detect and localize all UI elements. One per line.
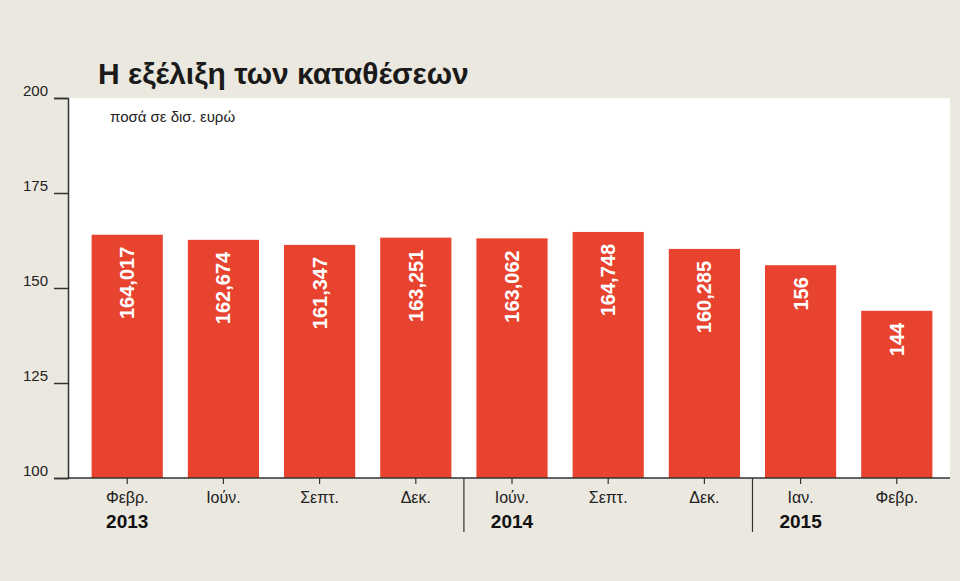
plot-area	[68, 98, 950, 478]
y-tick: 125	[23, 367, 68, 384]
y-tick-label: 150	[23, 272, 48, 289]
y-tick-label: 125	[23, 367, 48, 384]
group-separator	[752, 478, 753, 532]
group-separator	[463, 478, 464, 532]
chart: 164,017 162,674 161,347 163,251 163,062 164,7…	[0, 0, 960, 581]
title: Η εξέλιξη των καταθέσεων	[98, 57, 469, 90]
y-tick: 175	[23, 177, 68, 194]
bar	[573, 232, 644, 478]
x-tick: Ιούν.	[206, 478, 241, 506]
y-tick-label: 175	[23, 177, 48, 194]
x-tick-mark	[127, 478, 128, 484]
data-labels: 164,017 162,674 161,347 163,251 163,062 164,7…	[116, 244, 908, 356]
x-tick-mark	[511, 478, 512, 484]
x-tick-label: Ιούν.	[206, 489, 241, 506]
y-axis: 100 125 150 175 200	[23, 82, 69, 479]
data-label: 162,674	[212, 251, 234, 324]
data-label: 163,062	[501, 250, 523, 322]
group-label: 2015	[779, 511, 822, 532]
x-tick-label: Φεβρ.	[106, 489, 149, 506]
x-tick: Ιαν.	[788, 478, 814, 506]
x-tick: Ιούν.	[495, 478, 530, 506]
x-tick: Δεκ.	[401, 478, 431, 506]
bar	[380, 238, 451, 478]
group-label: 2013	[106, 511, 148, 532]
y-tick-mark	[54, 383, 68, 385]
x-tick-mark	[896, 478, 897, 484]
bar	[92, 235, 163, 478]
x-tick-mark	[608, 478, 609, 484]
y-tick: 200	[23, 82, 68, 99]
x-axis-line	[68, 477, 950, 479]
y-tick: 100	[23, 462, 68, 479]
x-tick: Φεβρ.	[106, 478, 149, 506]
data-label: 144	[886, 322, 908, 356]
data-label: 164,017	[116, 247, 138, 319]
data-label: 156	[790, 277, 812, 310]
y-tick-mark	[54, 288, 68, 290]
x-tick-label: Σεπτ.	[300, 489, 339, 506]
x-tick-label: Δεκ.	[689, 489, 719, 506]
x-tick-mark	[704, 478, 705, 484]
bar	[188, 240, 259, 478]
y-tick-mark	[54, 478, 68, 480]
x-tick-label: Ιούν.	[495, 489, 530, 506]
y-tick-mark	[54, 193, 68, 195]
x-axis: Φεβρ. Ιούν. Σεπτ. Δεκ. Ιούν. Σεπτ. Δεκ. Ιαν. Φεβ…	[68, 478, 950, 506]
bar	[861, 311, 932, 478]
bar	[284, 245, 355, 478]
data-label: 161,347	[309, 257, 331, 329]
x-tick-mark	[800, 478, 801, 484]
x-groups: 2013 2014 2015	[106, 478, 822, 532]
y-axis-line	[54, 99, 69, 479]
subtitle: ποσά σε δισ. ευρώ	[110, 108, 235, 125]
x-tick: Σεπτ.	[589, 478, 628, 506]
x-tick-label: Σεπτ.	[589, 489, 628, 506]
group-label: 2014	[491, 511, 534, 532]
y-tick-label: 200	[23, 82, 48, 99]
bars	[92, 232, 933, 478]
y-tick-mark	[54, 98, 68, 100]
x-tick: Φεβρ.	[875, 478, 918, 506]
x-tick-label: Ιαν.	[788, 489, 814, 506]
x-tick-mark	[223, 478, 224, 484]
x-tick-mark	[415, 478, 416, 484]
bar	[476, 238, 547, 478]
y-tick: 150	[23, 272, 68, 289]
x-tick-label: Δεκ.	[401, 489, 431, 506]
x-tick-mark	[319, 478, 320, 484]
bar	[765, 265, 836, 478]
y-tick-label: 100	[23, 462, 48, 479]
x-tick-label: Φεβρ.	[875, 489, 918, 506]
x-tick: Δεκ.	[689, 478, 719, 506]
bar	[669, 249, 740, 478]
data-label: 163,251	[405, 250, 427, 322]
data-label: 160,285	[693, 261, 715, 333]
x-tick: Σεπτ.	[300, 478, 339, 506]
data-label: 164,748	[597, 244, 619, 316]
